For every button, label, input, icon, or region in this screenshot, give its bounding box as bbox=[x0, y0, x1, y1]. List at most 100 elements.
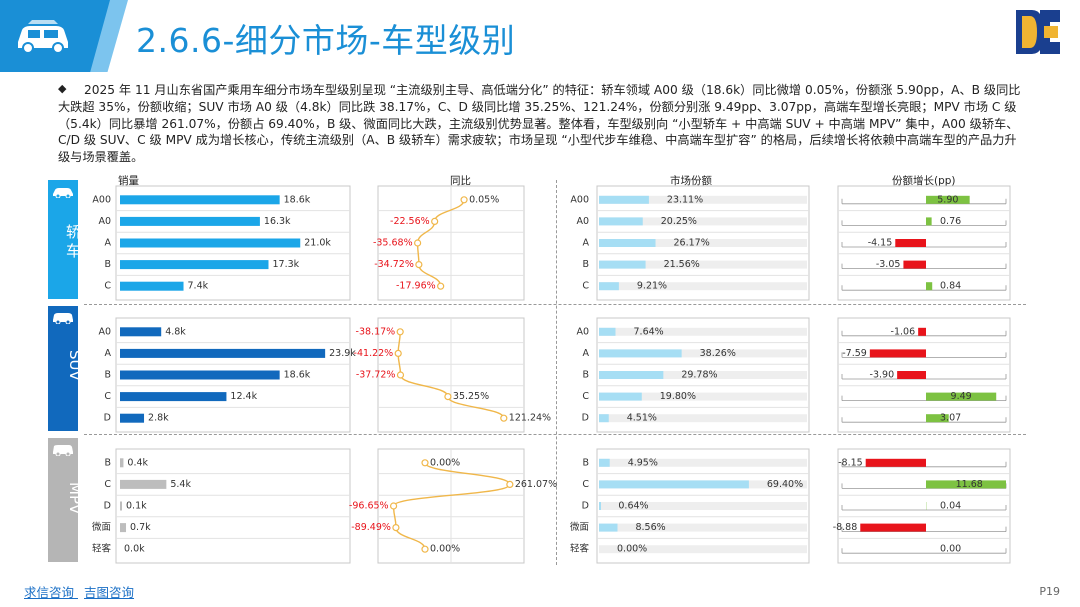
yoy-point bbox=[506, 480, 514, 488]
share-bar bbox=[599, 414, 609, 423]
share-value-label: 38.26% bbox=[700, 348, 736, 359]
sales-bar bbox=[120, 348, 326, 358]
header-share-change: 份额增长(pp) bbox=[892, 175, 956, 187]
share-track bbox=[599, 260, 807, 269]
share-track bbox=[599, 239, 807, 247]
yoy-value-label: -22.56% bbox=[390, 216, 430, 227]
sales-bar bbox=[120, 281, 184, 291]
sales-bar bbox=[120, 523, 127, 533]
category-label: D bbox=[582, 413, 589, 424]
share-bar bbox=[599, 239, 656, 247]
bullet-icon: ◆ bbox=[58, 82, 67, 95]
share-change-value-label: 0.84 bbox=[940, 281, 961, 292]
share-value-label: 4.95% bbox=[628, 457, 658, 468]
share-change-bar bbox=[865, 458, 926, 467]
share-change-value-label: 0.00 bbox=[940, 544, 961, 555]
yoy-value-label: 0.00% bbox=[430, 457, 460, 468]
group-label-mpv: MPV bbox=[48, 438, 84, 562]
sales-value-label: 4.8k bbox=[165, 326, 186, 337]
sales-bar bbox=[120, 327, 162, 337]
share-change-bar bbox=[895, 239, 926, 247]
share-change-value-label: 3.07 bbox=[940, 413, 961, 424]
car-icon bbox=[18, 20, 68, 54]
sales-bar bbox=[120, 370, 280, 380]
share-value-label: 0.00% bbox=[617, 544, 647, 555]
share-change-bar bbox=[860, 523, 926, 532]
share-bar bbox=[599, 282, 619, 291]
page-number: P19 bbox=[1039, 585, 1060, 598]
share-value-label: 29.78% bbox=[681, 370, 717, 381]
category-label: D bbox=[104, 413, 111, 424]
share-bar bbox=[599, 195, 649, 204]
share-change-value-label: -8.15 bbox=[838, 457, 863, 468]
share-bar bbox=[599, 260, 646, 269]
sales-value-label: 16.3k bbox=[264, 216, 291, 227]
category-label: A00 bbox=[92, 194, 111, 205]
yoy-value-label: -35.68% bbox=[373, 238, 413, 249]
category-label: A00 bbox=[570, 194, 589, 205]
category-label: B bbox=[104, 457, 111, 468]
yoy-point bbox=[396, 371, 405, 379]
share-change-value-label: -1.06 bbox=[891, 326, 916, 337]
header-share: 市场份额 bbox=[670, 175, 712, 187]
share-change-value-label: 5.90 bbox=[937, 194, 958, 205]
sales-value-label: 2.8k bbox=[148, 413, 169, 424]
group-name: 轿车 bbox=[64, 224, 82, 262]
sales-value-label: 7.4k bbox=[188, 281, 209, 292]
yoy-point bbox=[415, 261, 423, 269]
share-bar bbox=[599, 392, 642, 401]
share-change-bar bbox=[926, 195, 970, 204]
share-bar bbox=[599, 217, 643, 226]
share-value-label: 8.56% bbox=[635, 522, 665, 533]
yoy-value-label: -38.17% bbox=[356, 326, 396, 337]
footer-link-qiuxin[interactable]: 求信咨询 bbox=[24, 585, 75, 600]
share-change-value-label: -3.90 bbox=[870, 370, 895, 381]
category-label: C bbox=[104, 479, 111, 490]
header-sales: 销量 bbox=[118, 175, 139, 187]
share-track bbox=[599, 414, 807, 423]
share-change-bar bbox=[926, 414, 949, 423]
yoy-value-label: 261.07% bbox=[515, 479, 557, 490]
category-label: C bbox=[582, 281, 589, 292]
category-label: C bbox=[104, 391, 111, 402]
sedan-icon bbox=[53, 188, 73, 198]
share-track bbox=[599, 217, 807, 226]
category-label: 微面 bbox=[570, 521, 589, 533]
share-change-bar bbox=[903, 260, 926, 269]
share-bar bbox=[599, 371, 664, 379]
sales-value-label: 17.3k bbox=[272, 259, 299, 270]
share-value-label: 4.51% bbox=[627, 413, 657, 424]
yoy-point bbox=[437, 282, 445, 290]
sales-bar bbox=[120, 195, 280, 205]
share-track bbox=[599, 502, 807, 510]
yoy-value-label: -41.22% bbox=[354, 348, 394, 359]
yoy-point bbox=[396, 328, 404, 336]
header: 2.6.6-细分市场-车型级别 bbox=[0, 0, 1080, 72]
sales-value-label: 0.1k bbox=[126, 501, 147, 512]
sales-bar bbox=[120, 501, 122, 511]
category-label: 轻客 bbox=[92, 543, 112, 555]
yoy-value-label: -34.72% bbox=[374, 259, 414, 270]
yoy-point bbox=[394, 349, 402, 357]
sales-value-label: 0.0k bbox=[124, 544, 145, 555]
share-track bbox=[599, 349, 807, 358]
share-value-label: 9.21% bbox=[637, 281, 667, 292]
share-change-value-label: -3.05 bbox=[876, 259, 901, 270]
share-track bbox=[599, 523, 807, 532]
category-label: A0 bbox=[98, 326, 111, 337]
share-track bbox=[599, 327, 807, 336]
category-label: A bbox=[105, 238, 112, 249]
yoy-point bbox=[421, 545, 429, 553]
share-value-label: 19.80% bbox=[660, 391, 696, 402]
share-change-value-label: 0.76 bbox=[940, 216, 961, 227]
category-label: B bbox=[104, 259, 111, 270]
category-label: A bbox=[583, 348, 590, 359]
sales-panel bbox=[115, 448, 351, 564]
share-change-value-label: -8.88 bbox=[833, 522, 858, 533]
share-bar bbox=[599, 349, 682, 358]
sales-value-label: 0.4k bbox=[127, 457, 148, 468]
separator-1 bbox=[84, 304, 1026, 305]
sales-bar bbox=[120, 392, 227, 402]
footer-link-jitu[interactable]: 吉图咨询 bbox=[84, 585, 135, 600]
